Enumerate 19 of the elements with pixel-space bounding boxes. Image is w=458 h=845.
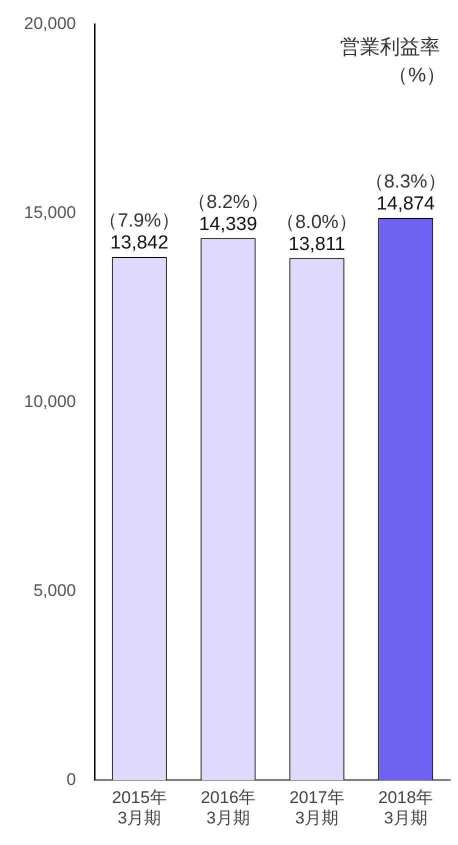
data-label: 14,339: [199, 214, 258, 235]
annotation: 営業利益率: [340, 36, 440, 59]
x-tick-label: 2018年 3月期: [378, 788, 434, 828]
x-tick-label: 2015年 3月期: [112, 788, 167, 828]
y-tick-label: 5,000: [33, 580, 76, 600]
annotation: （8.3%）: [364, 172, 446, 193]
y-tick-label: 10,000: [24, 392, 76, 411]
annotation: （7.9%）: [98, 210, 180, 232]
y-tick-label: 20,000: [24, 14, 76, 33]
data-label: 14,874: [376, 194, 436, 215]
annotation: （%）: [388, 64, 446, 87]
annotation: （8.0%）: [276, 212, 358, 233]
data-label: 13,811: [288, 234, 346, 255]
y-tick-label: 15,000: [24, 202, 76, 222]
y-tick-label: 0: [66, 770, 76, 789]
x-tick-label: 2016年 3月期: [200, 788, 256, 828]
x-tick-label: 2017年 3月期: [289, 788, 344, 828]
annotation: （8.2%）: [187, 192, 269, 213]
data-label: 13,842: [110, 232, 168, 254]
